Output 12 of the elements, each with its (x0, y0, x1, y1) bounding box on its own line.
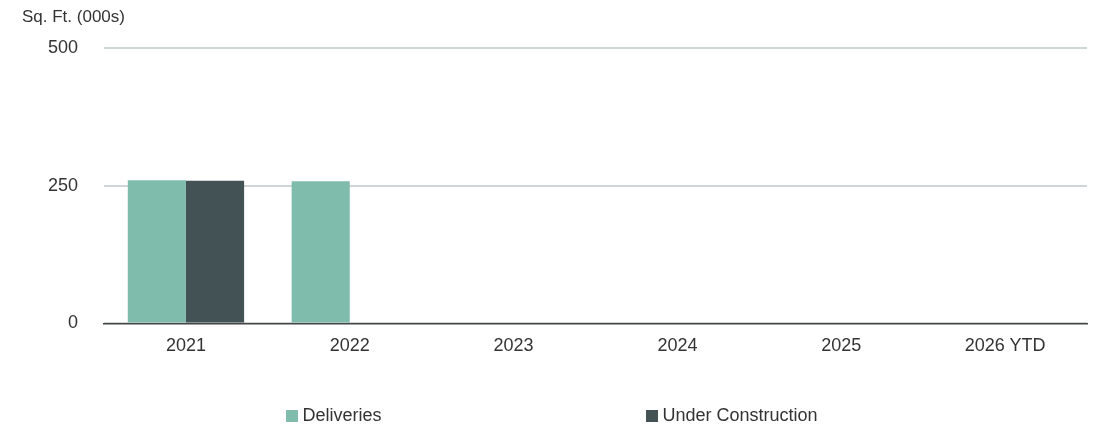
x-tick-label: 2023 (493, 335, 534, 356)
x-tick-label: 2024 (657, 335, 698, 356)
y-tick-label: 0 (68, 312, 79, 333)
y-axis-title: Sq. Ft. (000s) (22, 6, 125, 26)
y-tick-label: 500 (47, 36, 79, 57)
legend-label: Deliveries (302, 405, 382, 426)
x-tick-label: 2021 (165, 335, 206, 356)
legend-label: Under Construction (662, 405, 818, 426)
y-tick-label: 250 (47, 174, 79, 195)
x-tick-label: 2022 (329, 335, 370, 356)
x-tick-label: 2025 (821, 335, 862, 356)
x-tick-label: 2026 YTD (964, 335, 1046, 356)
